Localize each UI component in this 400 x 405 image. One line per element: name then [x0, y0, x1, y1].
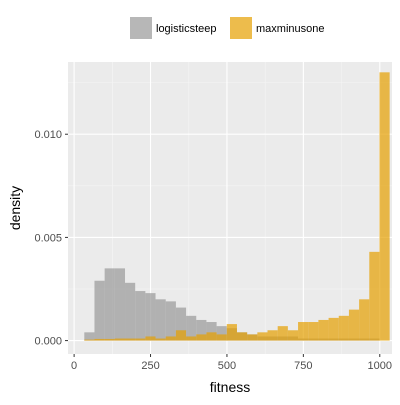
bar-maxminusone	[308, 322, 319, 341]
bar-maxminusone	[104, 338, 115, 341]
x-tick-label: 1000	[368, 360, 392, 372]
bar-maxminusone	[206, 332, 217, 341]
bars-layer	[84, 72, 390, 341]
bar-maxminusone	[155, 338, 166, 341]
bar-maxminusone	[186, 336, 197, 341]
x-tick-label: 500	[218, 360, 236, 372]
bar-maxminusone	[145, 336, 156, 341]
bar-maxminusone	[267, 330, 278, 341]
bar-maxminusone	[247, 334, 258, 341]
x-axis-title: fitness	[210, 379, 250, 395]
bar-logisticsteep	[125, 282, 136, 341]
major-gridlines	[68, 62, 392, 354]
bar-logisticsteep	[175, 307, 187, 341]
y-tick-label: 0.010	[34, 129, 62, 141]
bar-logisticsteep	[145, 293, 156, 341]
bar-maxminusone	[379, 72, 390, 341]
legend-key-logisticsteep	[130, 17, 152, 39]
bar-logisticsteep	[216, 326, 227, 341]
y-tick-label: 0.005	[34, 232, 62, 244]
bar-maxminusone	[318, 319, 329, 341]
legend-key-maxminusone	[230, 17, 252, 39]
legend: logisticsteep maxminusone	[130, 17, 324, 39]
bar-maxminusone	[348, 309, 360, 341]
bar-maxminusone	[125, 338, 136, 341]
bar-maxminusone	[328, 317, 339, 341]
bar-logisticsteep	[206, 322, 217, 341]
bar-maxminusone	[338, 315, 349, 341]
bar-logisticsteep	[94, 280, 105, 341]
bar-maxminusone	[369, 251, 380, 341]
bar-logisticsteep	[165, 301, 176, 341]
x-tick-label: 750	[294, 360, 312, 372]
y-axis-title: density	[7, 186, 23, 230]
bar-logisticsteep	[186, 315, 197, 341]
bar-maxminusone	[216, 334, 227, 341]
tick-labels: 0 250 500 750 1000 0.000 0.005 0.010	[34, 129, 392, 372]
y-tick-label: 0.000	[34, 336, 62, 348]
bar-maxminusone	[84, 339, 95, 341]
axis-ticks	[65, 133, 381, 357]
bar-maxminusone	[287, 330, 299, 341]
bar-maxminusone	[135, 338, 146, 341]
bar-maxminusone	[114, 338, 126, 341]
bar-logisticsteep	[84, 332, 95, 341]
legend-label-maxminusone: maxminusone	[256, 23, 324, 35]
minor-gridlines	[68, 62, 392, 354]
bar-maxminusone	[359, 299, 370, 341]
bar-logisticsteep	[155, 299, 166, 341]
bar-maxminusone	[257, 332, 268, 341]
bar-logisticsteep	[114, 268, 126, 341]
bar-maxminusone	[196, 334, 207, 341]
bar-logisticsteep	[135, 291, 146, 341]
bar-maxminusone	[175, 330, 187, 341]
bar-maxminusone	[236, 332, 248, 341]
bar-logisticsteep	[104, 268, 115, 341]
x-tick-label: 0	[71, 360, 77, 372]
bar-maxminusone	[298, 322, 309, 341]
bar-maxminusone	[226, 324, 237, 341]
legend-label-logisticsteep: logisticsteep	[156, 23, 217, 35]
bar-maxminusone	[94, 338, 105, 341]
bar-maxminusone	[277, 326, 288, 341]
bar-logisticsteep	[196, 319, 207, 341]
bar-maxminusone	[165, 336, 176, 341]
x-tick-label: 250	[141, 360, 159, 372]
